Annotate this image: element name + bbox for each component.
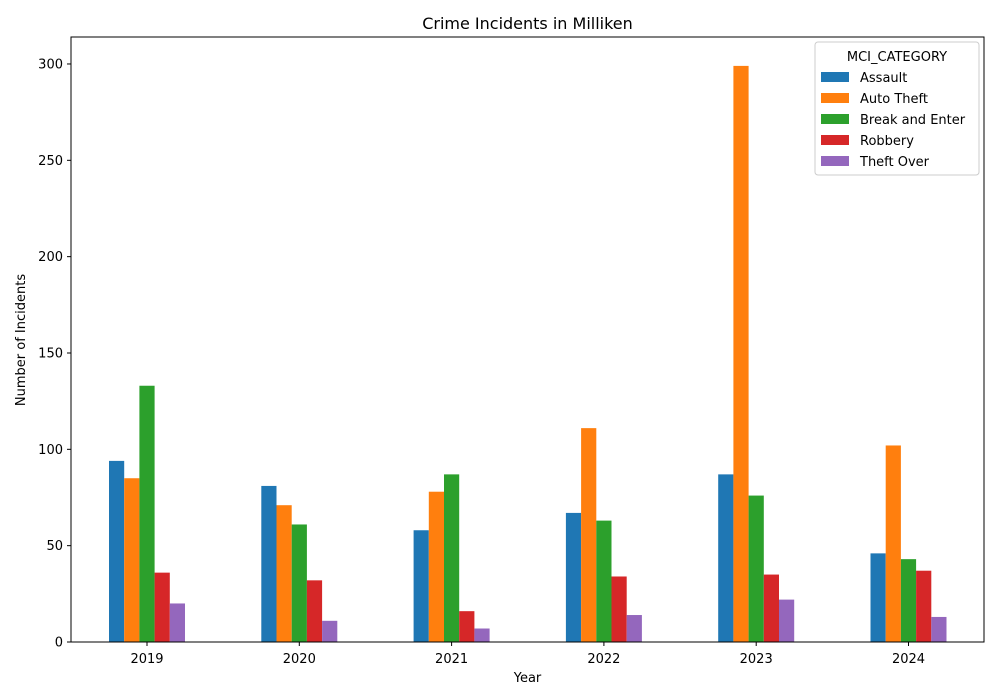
- y-tick-label: 0: [55, 636, 63, 651]
- bar-theft-over-2024: [931, 616, 947, 642]
- bar-theft-over-2023: [779, 599, 795, 642]
- y-axis-title: Number of Incidents: [14, 274, 29, 406]
- x-axis-title: Year: [513, 671, 542, 686]
- bar-theft-over-2022: [626, 615, 642, 642]
- y-tick-label: 250: [38, 154, 63, 169]
- legend-swatch-robbery: [821, 135, 849, 145]
- x-tick-label-2024: 2024: [892, 652, 925, 667]
- bar-break-and-enter-2023: [748, 495, 764, 642]
- bar-assault-2021: [413, 530, 429, 642]
- legend-swatch-auto-theft: [821, 93, 849, 103]
- bar-break-and-enter-2021: [444, 474, 460, 642]
- y-tick-label: 200: [38, 250, 63, 265]
- legend-box: [814, 41, 980, 176]
- y-tick-label: 300: [38, 57, 63, 72]
- bar-auto-theft-2020: [276, 505, 292, 642]
- bar-auto-theft-2022: [581, 428, 597, 642]
- bar-robbery-2022: [611, 576, 627, 642]
- bar-auto-theft-2023: [733, 65, 749, 642]
- x-tick-label-2019: 2019: [130, 652, 163, 667]
- bars-layer: [109, 65, 947, 642]
- bar-assault-2020: [261, 485, 277, 642]
- bar-break-and-enter-2024: [900, 559, 917, 642]
- bar-assault-2022: [565, 512, 582, 642]
- legend: MCI_CATEGORY Assault Auto Theft Break and …: [814, 41, 980, 176]
- bar-theft-over-2021: [474, 628, 490, 642]
- plot-frame: [70, 36, 985, 643]
- bar-auto-theft-2021: [428, 491, 444, 642]
- y-tick-label: 150: [38, 346, 63, 361]
- bar-theft-over-2019: [169, 603, 185, 642]
- bar-auto-theft-2024: [885, 445, 901, 642]
- bar-theft-over-2020: [322, 620, 338, 642]
- legend-label-auto-theft: Auto Theft: [860, 92, 928, 107]
- bar-assault-2019: [109, 460, 125, 642]
- bar-assault-2023: [718, 474, 734, 642]
- y-tick-label: 50: [46, 539, 63, 554]
- chart-title: Crime Incidents in Milliken: [422, 14, 633, 33]
- axes-layer: 0 50 100 150 200 250 300 2019 2020 2021 2022 2023 20…: [38, 36, 985, 667]
- x-tick-label-2020: 2020: [283, 652, 316, 667]
- legend-title: MCI_CATEGORY: [847, 50, 947, 65]
- legend-label-theft-over: Theft Over: [859, 155, 930, 170]
- bar-robbery-2020: [306, 580, 323, 642]
- x-tick-label-2022: 2022: [587, 652, 620, 667]
- legend-label-assault: Assault: [860, 71, 907, 86]
- legend-label-break-and-enter: Break and Enter: [860, 113, 966, 128]
- legend-swatch-break-and-enter: [821, 114, 849, 124]
- bar-robbery-2019: [154, 572, 170, 642]
- y-tick-label: 100: [38, 443, 63, 458]
- bar-auto-theft-2019: [124, 478, 140, 642]
- bar-robbery-2024: [916, 570, 932, 642]
- bar-break-and-enter-2019: [139, 385, 155, 642]
- bar-robbery-2021: [459, 611, 475, 642]
- x-tick-label-2021: 2021: [435, 652, 468, 667]
- x-tick-label-2023: 2023: [740, 652, 773, 667]
- legend-swatch-assault: [821, 72, 849, 82]
- bar-break-and-enter-2022: [596, 520, 612, 642]
- legend-swatch-theft-over: [821, 156, 849, 166]
- legend-items: Assault Auto Theft Break and Enter Robbery T…: [821, 71, 966, 170]
- bar-robbery-2023: [763, 574, 779, 642]
- bar-assault-2024: [870, 553, 886, 642]
- bar-break-and-enter-2020: [291, 524, 307, 642]
- legend-label-robbery: Robbery: [860, 134, 914, 149]
